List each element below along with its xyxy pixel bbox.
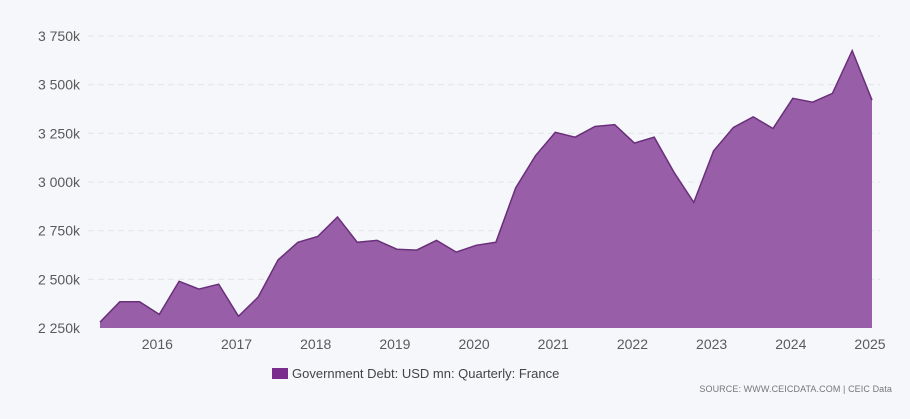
data-point[interactable] — [790, 95, 796, 101]
x-tick-label: 2024 — [775, 336, 806, 352]
data-point[interactable] — [592, 124, 598, 130]
data-point[interactable] — [612, 122, 618, 128]
data-point[interactable] — [849, 48, 855, 54]
data-point[interactable] — [433, 237, 439, 243]
data-point[interactable] — [552, 129, 558, 135]
y-tick-label: 2 500k — [38, 271, 81, 287]
data-point[interactable] — [394, 246, 400, 252]
data-point[interactable] — [651, 134, 657, 140]
data-point[interactable] — [691, 199, 697, 205]
legend[interactable]: Government Debt: USD mn: Quarterly: Fran… — [272, 366, 559, 381]
x-tick-label: 2022 — [617, 336, 648, 352]
data-point[interactable] — [532, 153, 538, 159]
data-point[interactable] — [711, 148, 717, 154]
data-point[interactable] — [255, 294, 261, 300]
y-tick-label: 3 500k — [38, 77, 81, 93]
data-point[interactable] — [493, 239, 499, 245]
data-point[interactable] — [414, 247, 420, 253]
y-tick-label: 3 750k — [38, 28, 81, 44]
data-point[interactable] — [97, 319, 103, 325]
data-point[interactable] — [730, 124, 736, 130]
x-tick-label: 2017 — [221, 336, 252, 352]
x-tick-label: 2016 — [142, 336, 173, 352]
data-point[interactable] — [176, 278, 182, 284]
data-point[interactable] — [572, 134, 578, 140]
x-tick-label: 2025 — [854, 336, 885, 352]
data-point[interactable] — [750, 114, 756, 120]
data-point[interactable] — [236, 313, 242, 319]
data-point[interactable] — [196, 286, 202, 292]
data-point[interactable] — [671, 169, 677, 175]
data-point[interactable] — [374, 237, 380, 243]
data-point[interactable] — [137, 299, 143, 305]
data-point[interactable] — [335, 214, 341, 220]
area-fill — [100, 50, 872, 328]
series-line — [99, 48, 873, 323]
x-tick-label: 2021 — [538, 336, 569, 352]
legend-label: Government Debt: USD mn: Quarterly: Fran… — [292, 366, 560, 381]
data-point[interactable] — [354, 239, 360, 245]
x-tick-label: 2019 — [379, 336, 410, 352]
data-point[interactable] — [315, 234, 321, 240]
data-point[interactable] — [473, 242, 479, 248]
y-tick-label: 2 250k — [38, 320, 81, 336]
data-point[interactable] — [829, 90, 835, 96]
y-axis: 2 250k 2 500k 2 750k 3 000k 3 250k 3 500k 3 75… — [38, 28, 81, 336]
data-point[interactable] — [770, 125, 776, 131]
data-point[interactable] — [275, 257, 281, 263]
data-point[interactable] — [453, 249, 459, 255]
data-point[interactable] — [156, 311, 162, 317]
x-tick-label: 2018 — [300, 336, 331, 352]
legend-swatch — [272, 368, 288, 379]
data-point[interactable] — [869, 97, 875, 103]
x-tick-label: 2020 — [459, 336, 490, 352]
data-point[interactable] — [631, 140, 637, 146]
data-point[interactable] — [295, 239, 301, 245]
data-point[interactable] — [216, 281, 222, 287]
y-tick-label: 3 250k — [38, 125, 81, 141]
data-point[interactable] — [117, 299, 123, 305]
y-tick-label: 2 750k — [38, 223, 81, 239]
area-series — [97, 48, 875, 328]
data-point[interactable] — [810, 99, 816, 105]
x-tick-label: 2023 — [696, 336, 727, 352]
data-point[interactable] — [513, 185, 519, 191]
x-axis: 2016 2017 2018 2019 2020 2021 2022 2023 2024 2025 — [142, 336, 886, 352]
y-tick-label: 3 000k — [38, 174, 81, 190]
source-credit: SOURCE: WWW.CEICDATA.COM | CEIC Data — [699, 384, 892, 394]
